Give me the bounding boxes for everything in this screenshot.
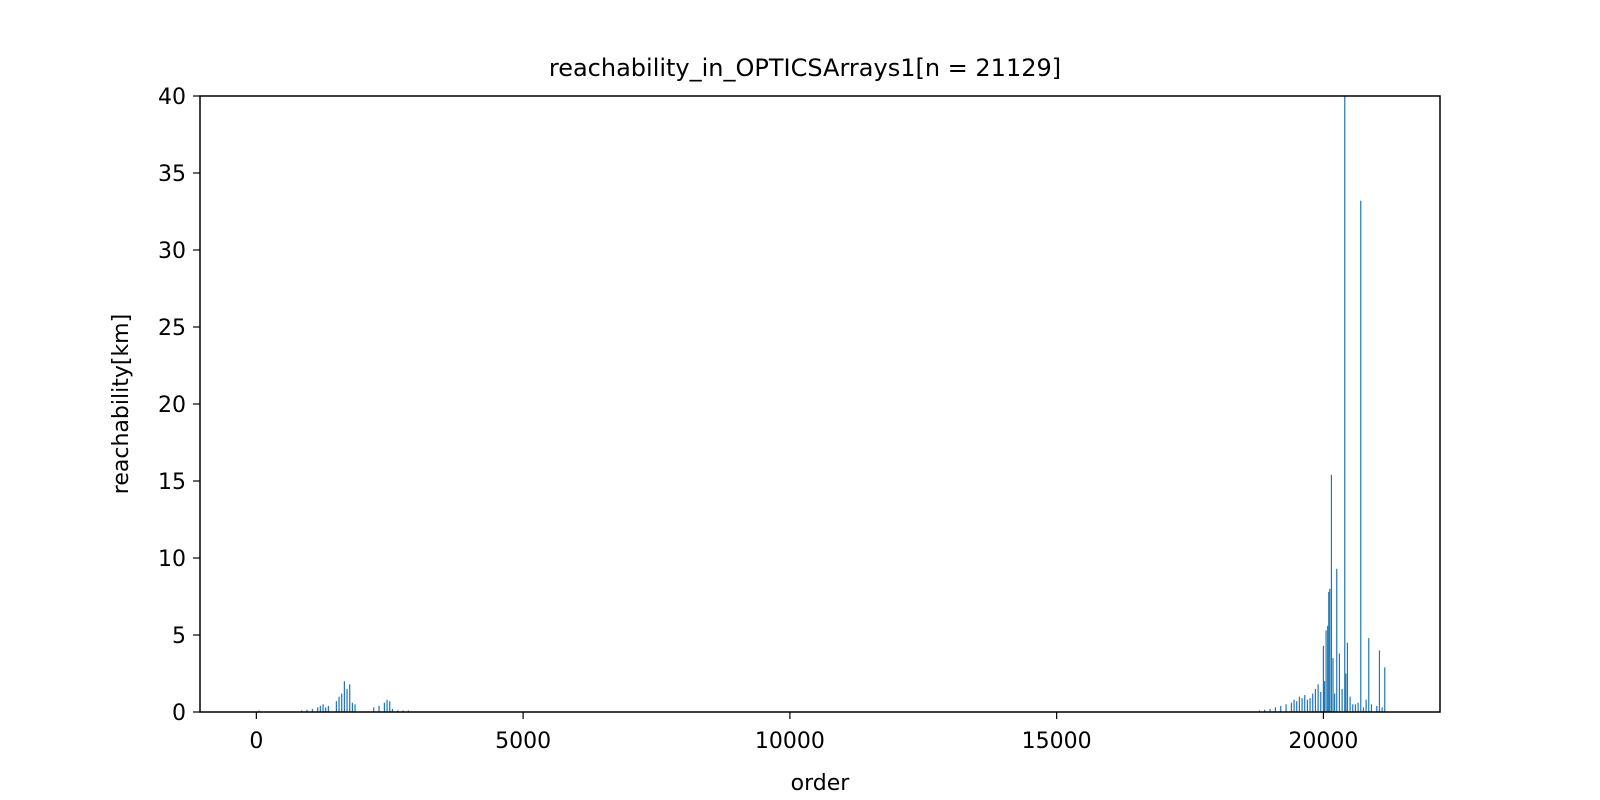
bar (1345, 673, 1347, 712)
bar (1327, 625, 1329, 712)
bar (327, 705, 329, 712)
bar (1304, 695, 1306, 712)
bar (1365, 699, 1367, 712)
bar (386, 699, 388, 712)
bar (1322, 645, 1325, 712)
x-tick-label: 15000 (1022, 729, 1092, 754)
y-tick-label: 40 (158, 85, 186, 110)
bar (391, 708, 393, 712)
x-tick-label: 20000 (1288, 729, 1358, 754)
bar (407, 710, 409, 712)
bar (1360, 200, 1362, 712)
bar (1298, 696, 1301, 712)
bar (1381, 707, 1383, 712)
chart-title: reachability_in_OPTICSArrays1[n = 21129] (549, 54, 1061, 82)
bar (378, 705, 380, 712)
y-tick-label: 30 (158, 239, 186, 264)
y-axis-label: reachability[km] (109, 314, 134, 494)
bar-series (258, 96, 1386, 712)
y-tick-label: 20 (158, 393, 186, 418)
bar (1336, 568, 1338, 712)
bar (311, 708, 313, 712)
y-axis: 0 5 10 15 20 25 30 35 40 (158, 85, 200, 726)
bar (346, 688, 348, 712)
bar (1352, 704, 1354, 712)
bar (1314, 688, 1317, 712)
bar (1280, 705, 1282, 712)
bar (1370, 704, 1373, 712)
bar (389, 701, 391, 712)
bar (1301, 698, 1303, 712)
y-tick-label: 0 (172, 701, 186, 726)
bar (1325, 630, 1327, 712)
y-tick-label: 15 (158, 470, 186, 495)
y-tick-label: 35 (158, 162, 186, 187)
bar (402, 710, 404, 712)
bar (341, 693, 343, 712)
bar (1334, 693, 1336, 712)
y-tick-label: 10 (158, 547, 186, 572)
bar (338, 696, 340, 712)
bar (317, 707, 319, 712)
bar (1378, 650, 1381, 712)
y-tick-label: 25 (158, 316, 186, 341)
bar (1320, 691, 1322, 712)
bar (373, 707, 375, 712)
bar (1306, 699, 1309, 712)
bar (1354, 704, 1357, 712)
bar (1309, 698, 1311, 712)
bar (1285, 704, 1287, 712)
bar (349, 684, 351, 712)
x-tick-label: 10000 (755, 729, 825, 754)
bar (325, 707, 327, 712)
plot-frame (199, 95, 1441, 713)
bar (1264, 709, 1266, 712)
x-tick-label: 5000 (495, 729, 551, 754)
x-axis-label: order (791, 771, 851, 796)
bar (319, 705, 321, 712)
bar (1376, 705, 1378, 712)
bar (1312, 693, 1314, 712)
bar (1258, 710, 1260, 712)
bar (397, 710, 399, 712)
bar (1293, 699, 1295, 712)
x-axis: 0 5000 10000 15000 20000 (249, 712, 1358, 754)
bar (306, 709, 308, 712)
bar (1290, 702, 1293, 712)
bar (1346, 642, 1349, 712)
bar (1344, 96, 1346, 712)
bar (1269, 708, 1271, 712)
bar (301, 710, 303, 712)
bar (1274, 707, 1276, 712)
bar (1357, 702, 1359, 712)
bar (1323, 681, 1326, 712)
bar (1384, 667, 1386, 712)
bar (1332, 658, 1334, 712)
bar (258, 710, 260, 712)
bar (1362, 707, 1365, 712)
bar (1329, 588, 1331, 712)
bar (1349, 696, 1351, 712)
bar (322, 704, 324, 712)
bar (1341, 688, 1343, 712)
bar (335, 701, 337, 712)
bar (383, 702, 385, 712)
y-tick-label: 5 (172, 624, 186, 649)
bar (1328, 591, 1330, 712)
bar (354, 704, 356, 712)
x-tick-label: 0 (249, 729, 263, 754)
bar (1368, 638, 1370, 712)
bar (343, 681, 345, 712)
bar (351, 702, 353, 712)
bar (1317, 684, 1319, 712)
bar (1330, 474, 1333, 712)
bar (1338, 653, 1341, 712)
bar (1296, 701, 1298, 712)
